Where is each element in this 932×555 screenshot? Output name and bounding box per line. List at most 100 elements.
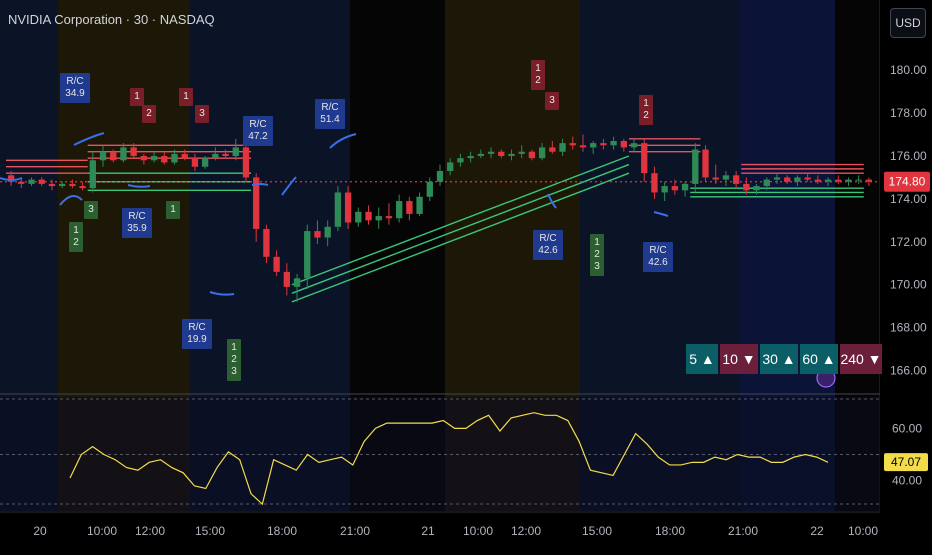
candle-body (263, 228, 270, 257)
candle-body (569, 143, 576, 146)
rsi-last-tag (884, 453, 928, 472)
signal-text: R/C (539, 233, 556, 244)
signal-text: R/C (188, 322, 205, 333)
signal-box (130, 88, 144, 106)
signal-marker-rc: R/C47.2 (243, 116, 273, 146)
candle-body (447, 162, 454, 172)
signal-box (122, 208, 152, 238)
candle-body (804, 177, 811, 180)
candle-body (651, 173, 658, 193)
candle-body (150, 156, 158, 161)
candle-body (99, 151, 107, 161)
signal-text: 1 (231, 342, 237, 353)
candle-body (671, 186, 679, 191)
candle-body (681, 183, 689, 191)
candle-body (518, 151, 525, 154)
signal-box (84, 201, 98, 219)
pivot-arc (73, 132, 105, 146)
currency-button[interactable]: USD (890, 8, 926, 38)
candle-body (467, 156, 474, 159)
candle-body (487, 151, 495, 154)
price-tick-label: 176.00 (890, 149, 927, 163)
candle-body (293, 278, 301, 287)
candle-body (48, 183, 56, 187)
rsi-last-value: 47.07 (891, 455, 921, 469)
candle-body (835, 179, 842, 182)
candle-body (855, 179, 862, 181)
time-tick-label: 15:00 (582, 524, 612, 538)
candle-body (7, 175, 15, 182)
price-tick-label: 168.00 (890, 321, 927, 335)
signal-box (195, 105, 209, 123)
time-tick-label: 21:00 (728, 524, 758, 538)
signal-text: 34.9 (65, 88, 85, 99)
candle-body (385, 216, 393, 219)
candle-body (753, 186, 760, 191)
time-tick-label: 10:00 (463, 524, 493, 538)
signal-box (315, 99, 345, 129)
candle-body (722, 175, 730, 180)
mtf-cell-3: 60 ▲ (800, 344, 838, 374)
last-price-value: 174.80 (889, 175, 926, 189)
pivot-arc (281, 176, 297, 196)
signal-text: 35.9 (127, 223, 147, 234)
signal-box (166, 201, 180, 219)
signal-text: 1 (170, 204, 176, 215)
rsi-tick-label: 40.00 (892, 474, 922, 488)
candle-body (334, 192, 342, 227)
candle-body (508, 153, 515, 156)
mtf-cell-0: 5 ▲ (686, 344, 718, 374)
signal-text: 3 (199, 108, 205, 119)
signal-text: 3 (549, 95, 555, 106)
signal-text: 1 (643, 98, 649, 109)
pivot-arc (547, 193, 557, 209)
pivot-arc (0, 177, 23, 181)
candle-body (824, 179, 832, 182)
signal-text: R/C (321, 102, 338, 113)
candle-body (773, 177, 781, 180)
signal-text: 19.9 (187, 334, 207, 345)
candle-body (181, 153, 188, 159)
signal-text: R/C (249, 119, 266, 130)
signal-text: 42.6 (648, 257, 668, 268)
candle-body (18, 181, 25, 184)
time-tick-label: 21:00 (340, 524, 370, 538)
candle-body (283, 271, 290, 287)
time-axis-bg (0, 512, 932, 550)
signal-text: R/C (649, 245, 666, 256)
candle-body (212, 153, 219, 159)
signal-box (639, 95, 653, 125)
pivot-arc (653, 211, 669, 217)
signal-box (643, 242, 673, 272)
candle-body (273, 256, 280, 272)
signal-box (590, 234, 604, 276)
rsi-tick-label: 60.00 (892, 421, 922, 435)
signal-box (545, 92, 559, 110)
time-tick-label: 21 (421, 524, 435, 538)
signal-marker-seq_red: 3 (545, 92, 559, 110)
candle-body (538, 147, 546, 159)
signal-text: 3 (594, 261, 600, 272)
candle-body (498, 151, 505, 156)
candle-body (344, 192, 352, 223)
candle-body (324, 226, 331, 238)
mtf-cell-1: 10 ▼ (720, 344, 758, 374)
price-tick-label: 166.00 (890, 364, 927, 378)
symbol-title[interactable]: NVIDIA Corporation · 30 · NASDAQ (8, 12, 215, 27)
pivot-arc (209, 291, 235, 296)
candle-body (784, 177, 791, 182)
mtf-cell-4: 240 ▼ (840, 344, 882, 374)
signal-text: 2 (643, 110, 649, 121)
rsi-line (69, 412, 829, 506)
signal-text: 2 (73, 237, 79, 248)
time-tick-label: 10:00 (87, 524, 117, 538)
candle-body (702, 149, 709, 178)
time-tick-label: 22 (810, 524, 824, 538)
signal-text: 2 (535, 75, 541, 86)
signal-text: 47.2 (248, 131, 268, 142)
signal-box (243, 116, 273, 146)
signal-marker-seq_green: 1 (166, 201, 180, 219)
signal-marker-seq_red: 12 (639, 95, 653, 125)
